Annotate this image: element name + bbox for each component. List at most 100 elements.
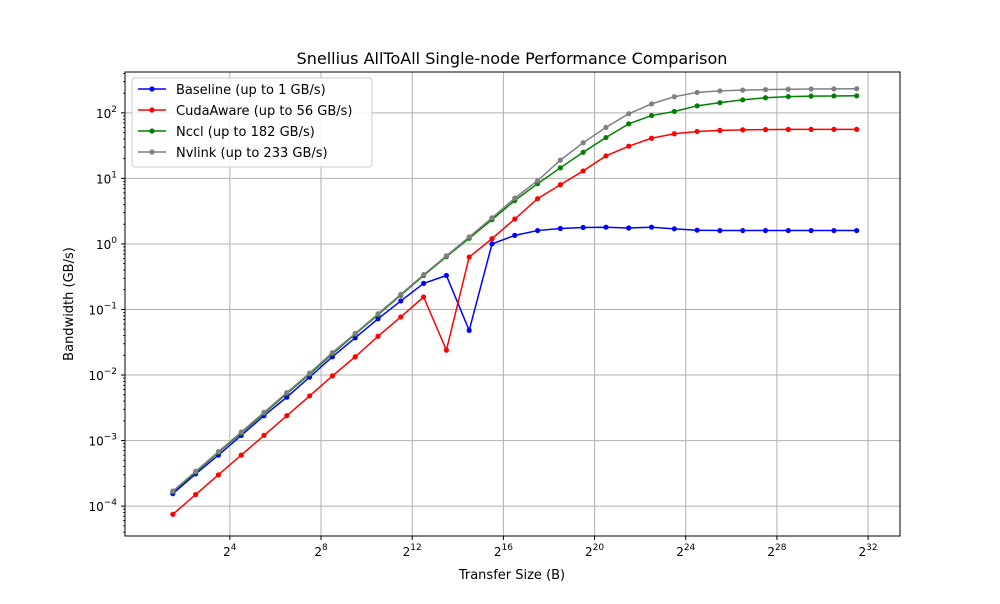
- data-point: [854, 126, 860, 132]
- data-point: [626, 225, 632, 231]
- series-lines: [170, 86, 860, 517]
- data-point: [785, 86, 791, 92]
- data-point: [785, 227, 791, 234]
- data-point: [443, 272, 449, 279]
- data-point: [694, 103, 700, 109]
- data-point: [489, 241, 495, 247]
- data-point: [831, 227, 837, 234]
- data-point: [626, 143, 632, 149]
- y-tick-label: 101: [96, 170, 117, 186]
- y-tick-label: 10−2: [88, 367, 117, 383]
- x-tick-label: 24: [223, 543, 237, 559]
- data-point: [762, 127, 769, 133]
- y-tick-label: 10−3: [88, 433, 117, 449]
- data-point: [671, 131, 677, 137]
- data-point: [717, 227, 723, 234]
- y-axis-ticks: 10−4 10−3 10−2 10−1 100 101 102: [88, 72, 125, 533]
- data-point: [694, 89, 700, 96]
- legend-box: [131, 77, 373, 168]
- data-point: [534, 227, 541, 234]
- data-point: [512, 216, 518, 222]
- data-point: [261, 432, 267, 438]
- legend-label: Nvlink (up to 233 GB/s): [176, 146, 328, 161]
- data-point: [557, 165, 563, 171]
- data-point: [466, 327, 472, 333]
- data-point: [284, 389, 290, 396]
- data-point: [512, 195, 518, 201]
- data-point: [854, 93, 860, 99]
- data-point: [808, 86, 814, 92]
- data-point: [215, 448, 222, 455]
- data-point: [785, 93, 791, 100]
- data-point: [352, 335, 358, 341]
- x-tick-label: 228: [767, 543, 786, 559]
- data-point: [740, 87, 746, 93]
- data-point: [329, 349, 336, 356]
- data-point: [762, 95, 769, 101]
- data-point: [421, 272, 427, 278]
- data-point: [170, 511, 176, 517]
- y-tick-label: 10−4: [88, 498, 117, 514]
- data-point: [193, 468, 199, 474]
- data-point: [740, 97, 746, 103]
- series-3: [170, 86, 860, 494]
- x-axis-ticks: 24 28 212 216 220 224 228 232: [223, 536, 878, 559]
- legend-marker: [149, 128, 155, 134]
- data-point: [398, 314, 404, 320]
- data-point: [238, 452, 244, 458]
- data-point: [854, 86, 860, 92]
- data-point: [307, 393, 313, 399]
- data-point: [352, 330, 358, 337]
- data-point: [375, 311, 381, 317]
- plot-area-frame: [124, 71, 901, 537]
- data-point: [603, 153, 609, 159]
- data-point: [717, 100, 723, 106]
- data-point: [352, 354, 358, 360]
- data-point: [329, 373, 336, 379]
- data-point: [489, 215, 495, 221]
- data-point: [740, 227, 746, 234]
- legend-label: Baseline (up to 1 GB/s): [176, 83, 326, 98]
- data-point: [557, 225, 563, 232]
- x-tick-label: 212: [403, 543, 422, 559]
- data-point: [557, 157, 563, 163]
- data-point: [831, 126, 837, 132]
- data-point: [580, 149, 586, 155]
- data-point: [534, 178, 541, 184]
- data-point: [808, 93, 814, 99]
- data-point: [307, 370, 313, 376]
- data-point: [648, 135, 655, 141]
- data-point: [831, 93, 837, 99]
- data-point: [694, 227, 700, 233]
- data-point: [398, 298, 404, 304]
- y-tick-label: 10−1: [88, 301, 117, 317]
- data-point: [443, 347, 449, 353]
- data-point: [443, 253, 449, 259]
- x-tick-label: 224: [676, 543, 695, 559]
- data-point: [534, 196, 541, 202]
- data-point: [603, 134, 609, 141]
- data-point: [808, 126, 814, 132]
- data-point: [808, 227, 814, 234]
- data-point: [170, 488, 176, 494]
- data-point: [466, 234, 472, 240]
- data-point: [512, 232, 518, 238]
- data-point: [785, 126, 791, 132]
- data-point: [740, 127, 746, 133]
- data-point: [626, 111, 632, 117]
- data-point: [284, 413, 290, 419]
- legend-label: Nccl (up to 182 GB/s): [176, 125, 315, 140]
- data-point: [603, 124, 609, 130]
- legend-marker: [149, 107, 155, 113]
- data-point: [580, 168, 586, 174]
- legend-marker: [149, 149, 155, 155]
- data-point: [831, 86, 837, 92]
- legend: Baseline (up to 1 GB/s) CudaAware (up to …: [131, 77, 373, 168]
- data-point: [717, 127, 723, 133]
- data-point: [762, 87, 769, 93]
- data-point: [626, 121, 632, 127]
- grid-lines: [125, 72, 900, 536]
- y-tick-label: 102: [96, 105, 117, 121]
